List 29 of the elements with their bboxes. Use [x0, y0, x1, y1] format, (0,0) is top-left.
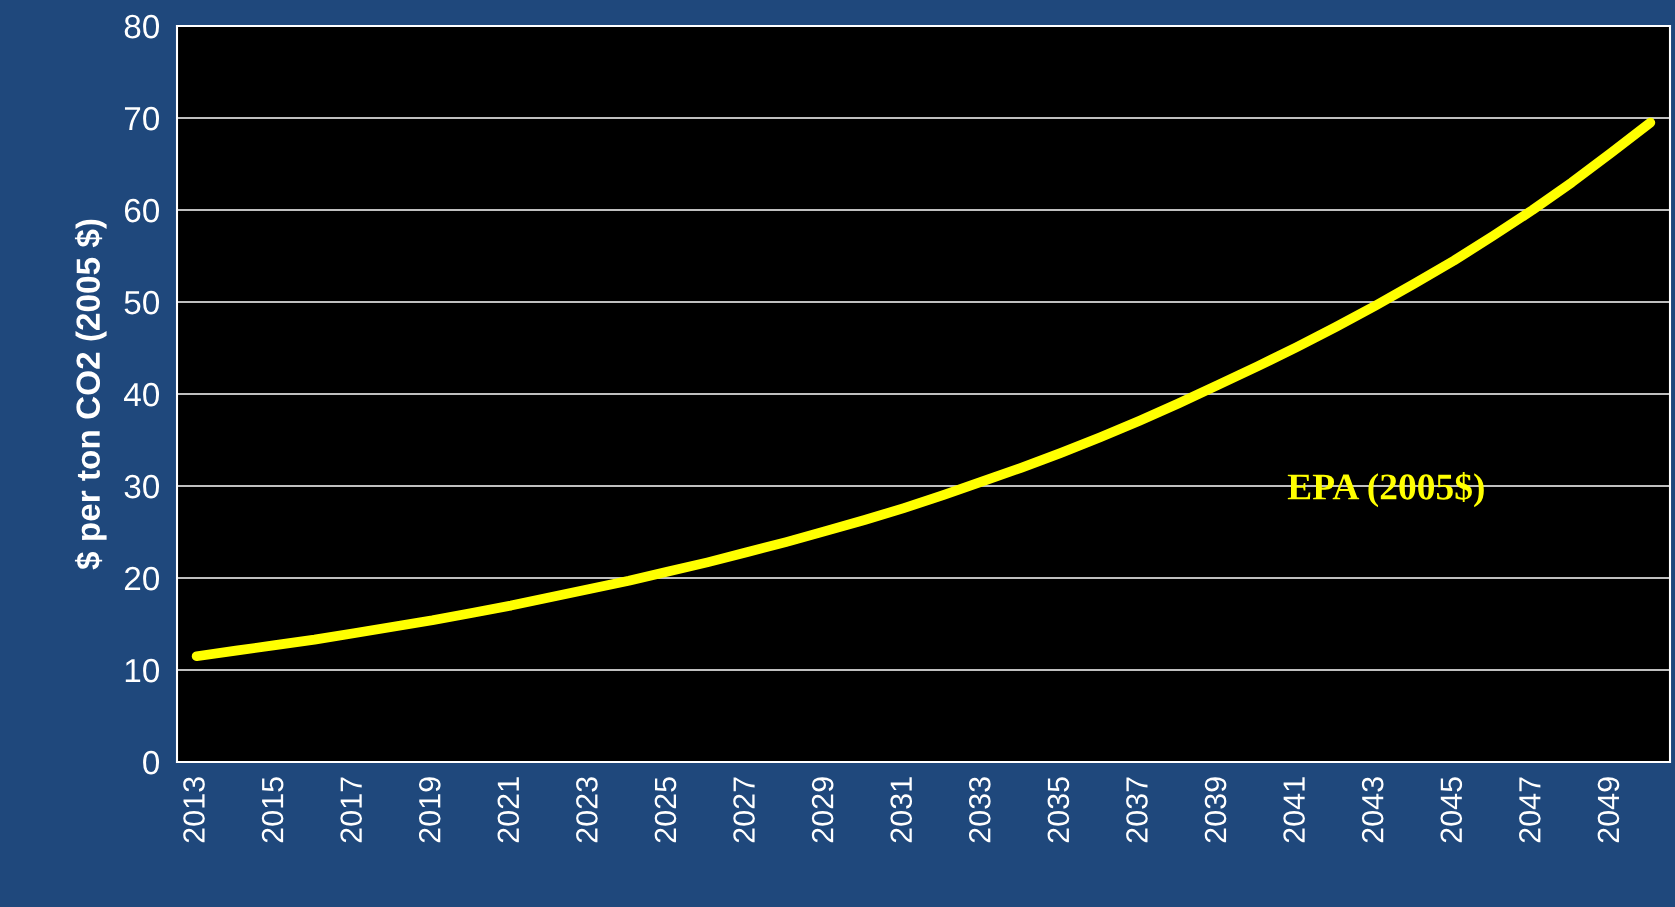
y-tick-label: 70	[124, 106, 160, 131]
x-tick-label: 2021	[497, 777, 520, 843]
x-tick-label: 2037	[1126, 777, 1148, 843]
x-tick-label: 2031	[890, 777, 913, 843]
y-tick-label: 20	[124, 566, 160, 591]
x-tick-label: 2047	[1519, 777, 1541, 843]
y-tick-label: 80	[124, 14, 160, 39]
y-tick-label: 0	[143, 750, 160, 775]
x-tick-label: 2029	[811, 777, 834, 843]
y-tick-label: 40	[124, 382, 160, 407]
x-tick-label: 2043	[1361, 777, 1384, 843]
x-tick-label: 2045	[1440, 777, 1463, 843]
x-tick-label: 2015	[261, 777, 284, 843]
x-tick-label: 2023	[576, 777, 598, 843]
x-tick-label: 2027	[733, 777, 755, 843]
y-tick-label: 10	[125, 658, 160, 683]
x-tick-label: 2049	[1597, 777, 1620, 843]
y-axis-title: $ per ton CO2 (2005 $)	[74, 219, 107, 570]
y-tick-label: 60	[124, 198, 160, 223]
x-tick-label: 2013	[183, 777, 205, 843]
x-tick-label: 2019	[418, 777, 441, 843]
x-tick-label: 2017	[340, 777, 362, 843]
y-tick-label: 50	[124, 290, 160, 315]
x-tick-label: 2041	[1283, 777, 1305, 843]
x-tick-label: 2025	[654, 777, 677, 843]
x-tick-label: 2035	[1047, 777, 1070, 843]
y-tick-label: 30	[124, 474, 160, 499]
x-tick-label: 2033	[969, 777, 991, 843]
x-tick-label: 2039	[1204, 777, 1227, 843]
